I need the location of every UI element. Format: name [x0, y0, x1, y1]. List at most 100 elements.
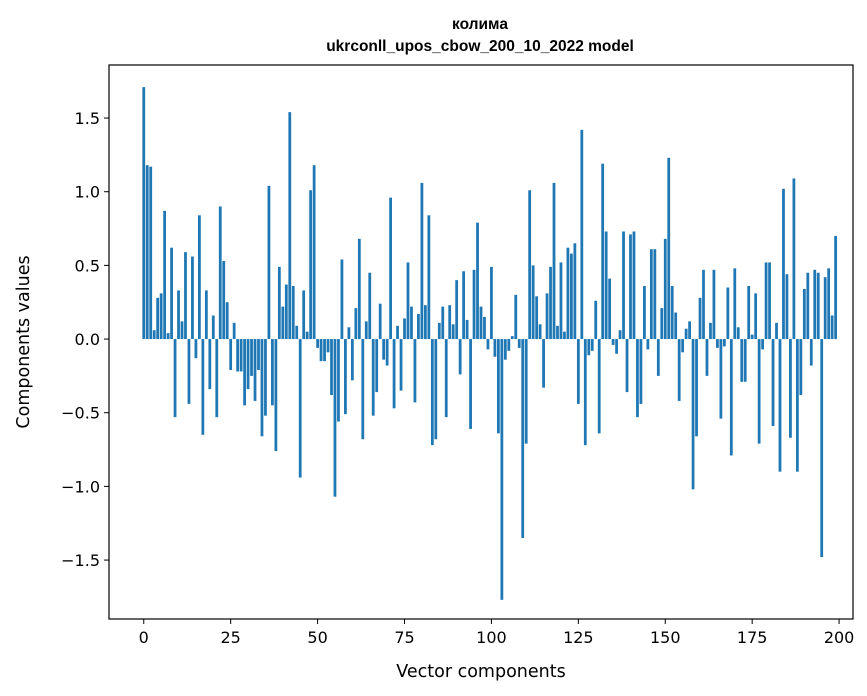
bar — [646, 339, 650, 350]
chart-subtitle: ukrconll_upos_cbow_200_10_2022 model — [326, 38, 634, 55]
bar — [566, 247, 570, 340]
bar — [545, 293, 549, 340]
bar — [284, 284, 288, 340]
bar — [573, 243, 577, 340]
bar — [218, 206, 222, 340]
bar — [156, 297, 160, 340]
bar — [542, 339, 545, 388]
bar — [215, 339, 219, 418]
bar — [382, 339, 386, 360]
bar — [549, 266, 552, 340]
bar — [204, 290, 208, 340]
bar — [583, 339, 587, 446]
x-axis-ticks: 0 25 50 75 100 125 150 175 200 — [139, 619, 854, 647]
bar — [166, 333, 170, 340]
bar — [559, 262, 563, 340]
bar — [194, 339, 198, 359]
x-tick-label: 50 — [307, 628, 327, 647]
bar — [236, 339, 240, 372]
bar — [510, 336, 514, 340]
bar — [820, 339, 824, 558]
bar — [552, 182, 556, 340]
bar — [729, 339, 733, 456]
bar — [187, 339, 191, 404]
bar — [643, 286, 646, 340]
bar — [490, 266, 493, 340]
bar — [403, 318, 406, 340]
bar — [570, 253, 573, 340]
bar — [316, 339, 319, 348]
bar — [333, 339, 337, 497]
bar — [264, 339, 267, 416]
bar — [479, 306, 483, 340]
bar — [434, 339, 438, 440]
bar — [698, 297, 702, 340]
bar — [789, 339, 792, 438]
bar — [775, 322, 778, 340]
x-tick-label: 100 — [476, 628, 507, 647]
bar — [500, 339, 504, 600]
bar — [368, 272, 372, 340]
x-tick-label: 125 — [563, 628, 594, 647]
bar — [594, 300, 598, 340]
bar — [260, 339, 264, 437]
bar — [253, 339, 257, 401]
y-tick-label: −1.5 — [61, 551, 100, 570]
bar — [754, 293, 758, 340]
bar — [733, 268, 737, 340]
bar — [291, 286, 295, 340]
bar — [636, 339, 639, 418]
bar — [587, 339, 591, 356]
bar — [625, 339, 629, 393]
bar — [357, 238, 361, 340]
bar — [337, 339, 340, 422]
bar — [455, 280, 459, 340]
bar — [406, 262, 410, 340]
bar — [274, 339, 278, 452]
bar — [597, 339, 601, 434]
y-tick-label: −1.0 — [61, 477, 100, 496]
bar — [695, 339, 698, 437]
bar — [152, 330, 156, 340]
bar — [430, 339, 434, 446]
bar — [326, 339, 330, 353]
x-tick-label: 25 — [221, 628, 241, 647]
bar — [423, 305, 427, 340]
bar — [782, 188, 785, 340]
bar — [413, 339, 417, 403]
chart-title: колима — [452, 16, 508, 33]
bar — [427, 215, 431, 340]
bar — [250, 339, 253, 376]
bar — [347, 327, 351, 340]
bar — [802, 288, 806, 340]
y-tick-label: −0.5 — [61, 404, 100, 423]
bar — [448, 305, 452, 340]
bar — [601, 163, 605, 340]
bar — [528, 190, 532, 340]
bar — [483, 316, 486, 340]
bar — [778, 339, 782, 472]
bar — [622, 231, 625, 340]
bar — [705, 339, 709, 376]
bar — [816, 272, 820, 340]
bar — [576, 339, 580, 404]
bar — [535, 296, 539, 340]
bar — [531, 265, 535, 340]
bar — [517, 339, 521, 348]
bar — [521, 339, 525, 538]
bar — [277, 266, 281, 340]
bar — [677, 339, 681, 401]
bar — [472, 269, 476, 340]
bar — [159, 293, 163, 340]
bar — [410, 306, 413, 340]
bar — [618, 330, 622, 340]
bar — [538, 324, 542, 340]
bar — [792, 178, 796, 340]
x-tick-label: 150 — [650, 628, 681, 647]
bar — [785, 274, 789, 340]
bar — [834, 235, 838, 340]
bar — [211, 315, 215, 340]
bar — [806, 272, 810, 340]
bar — [476, 222, 479, 340]
